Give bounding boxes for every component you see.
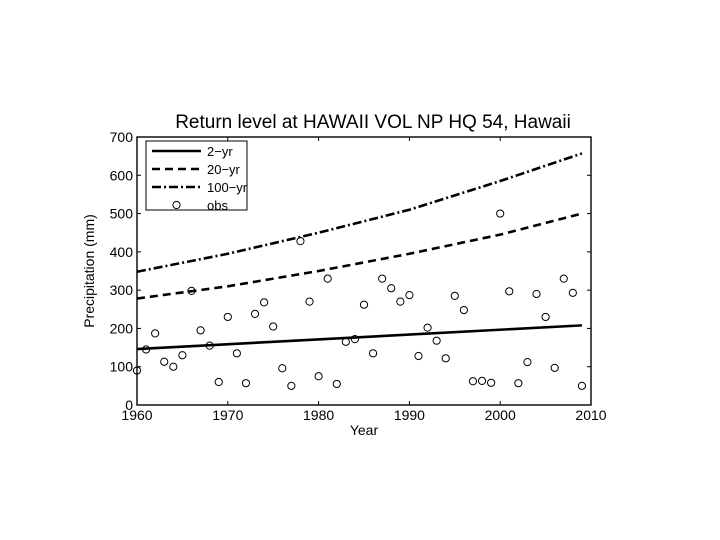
y-axis: 0 100 200 300 400 500 600 700 [110,129,591,413]
obs-point [278,364,287,373]
obs-point [468,377,478,386]
obs-point [160,357,169,366]
y-tick-label: 400 [110,244,134,260]
obs-point [269,322,278,331]
y-tick-label: 0 [125,397,133,413]
obs-point [532,289,541,299]
obs-point [405,291,414,300]
obs-point [387,284,396,293]
obs-point [350,335,360,344]
obs-point [214,377,223,387]
obs-point [450,291,459,300]
obs-point [487,378,496,387]
legend-box [145,140,248,211]
legend-label: 2−yr [207,144,233,159]
obs-point [414,351,423,361]
x-tick-label: 1970 [212,407,243,423]
y-tick-label: 700 [110,129,134,145]
obs-point [459,305,468,315]
obs-point [141,345,151,354]
series-lines [136,152,583,351]
y-tick-label: 600 [110,167,134,183]
x-tick-label: 2000 [485,407,516,423]
obs-point [505,287,514,296]
obs-point [541,312,550,322]
obs-point [568,288,577,297]
obs-point [314,372,323,381]
obs-point [178,351,187,360]
y-tick-label: 500 [110,206,134,222]
obs-point [287,381,296,390]
legend-items: 2−yr 20−yr 100−yr obs [152,144,248,213]
obs-point [396,297,405,306]
obs-point [132,366,142,375]
obs-point [432,336,441,345]
obs-point [250,309,260,318]
obs-point [441,354,450,363]
y-tick-label: 300 [110,282,134,298]
obs-points [132,209,587,390]
obs-point [359,300,369,309]
y-tick-label: 200 [110,320,134,336]
obs-point [260,298,269,307]
obs-point [514,379,523,388]
obs-point [550,363,559,372]
obs-point [223,312,232,322]
obs-point [151,329,160,338]
obs-point [559,274,568,283]
obs-point [332,379,341,389]
obs-point [378,274,387,283]
obs-point [477,376,487,385]
y-tick-label: 100 [110,359,134,375]
legend: 2−yr 20−yr 100−yr obs [145,140,248,213]
obs-point [368,349,378,358]
obs-point [196,326,205,335]
obs-point [232,349,241,358]
obs-point [296,237,305,246]
obs-point [241,379,251,388]
x-tick-label: 1980 [303,407,334,423]
legend-label: 20−yr [207,162,241,177]
obs-point [341,337,350,346]
chart-title: Return level at HAWAII VOL NP HQ 54, Haw… [175,112,571,133]
x-tick-label: 1990 [394,407,425,423]
obs-point [496,209,505,218]
x-axis: 1960 1970 1980 1990 2000 2010 [121,137,607,423]
obs-point [323,274,332,283]
obs-point [205,341,214,350]
obs-point [577,381,587,390]
x-axis-label: Year [350,422,379,438]
legend-label: obs [207,198,228,213]
x-tick-label: 2010 [575,407,606,423]
legend-label: 100−yr [207,180,248,195]
obs-point [523,358,532,367]
legend-marker-obs [172,200,181,210]
obs-point [423,323,432,332]
obs-point [187,286,196,296]
x-tick-label: 1960 [121,407,152,423]
y-axis-label: Precipitation (mm) [81,214,97,328]
series-line-dashed [136,212,583,300]
series-line-solid [136,324,582,351]
obs-point [305,297,314,306]
obs-point [169,362,178,371]
